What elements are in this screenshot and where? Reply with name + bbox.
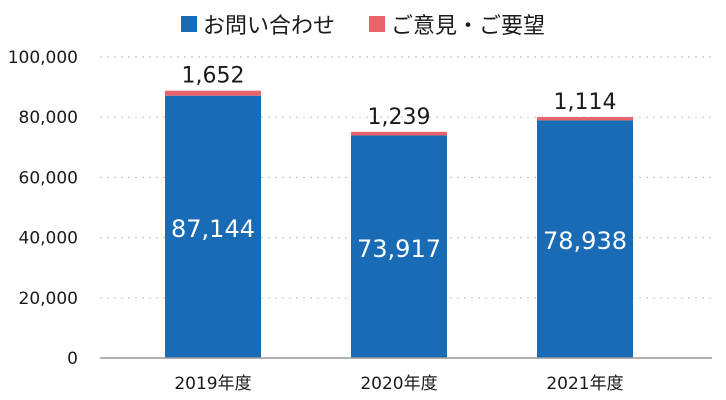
- bar-opinions: [165, 90, 261, 96]
- data-label-opinions: 1,652: [182, 64, 245, 89]
- data-label-opinions: 1,114: [554, 90, 617, 115]
- legend-item-inquiries: お問い合わせ: [180, 8, 335, 40]
- data-label-opinions: 1,239: [368, 105, 431, 130]
- x-tick-label: 2020年度: [360, 374, 437, 394]
- legend-item-opinions: ご意見・ご要望: [369, 8, 545, 40]
- legend: お問い合わせ ご意見・ご要望: [0, 8, 726, 40]
- y-tick-label: 0: [67, 349, 78, 369]
- y-tick-label: 40,000: [19, 229, 78, 249]
- legend-label-inquiries: お問い合わせ: [202, 14, 335, 39]
- legend-swatch-opinions: [369, 16, 385, 32]
- x-tick-label: 2019年度: [174, 374, 251, 394]
- bar-opinions: [351, 131, 447, 136]
- bar-inquiries: [537, 120, 633, 358]
- y-tick-label: 60,000: [19, 168, 78, 188]
- y-tick-label: 100,000: [8, 48, 78, 68]
- data-label-inquiries: 87,144: [171, 215, 255, 243]
- x-tick-label: 2021年度: [546, 374, 623, 394]
- legend-label-opinions: ご意見・ご要望: [391, 14, 546, 39]
- data-label-inquiries: 78,938: [543, 227, 627, 255]
- legend-swatch-inquiries: [180, 16, 197, 32]
- bar-opinions: [537, 117, 633, 121]
- bar-inquiries: [165, 95, 261, 358]
- y-tick-label: 80,000: [19, 108, 78, 128]
- data-label-inquiries: 73,917: [357, 235, 441, 263]
- y-tick-label: 20,000: [19, 289, 78, 309]
- bar-inquiries: [351, 135, 447, 358]
